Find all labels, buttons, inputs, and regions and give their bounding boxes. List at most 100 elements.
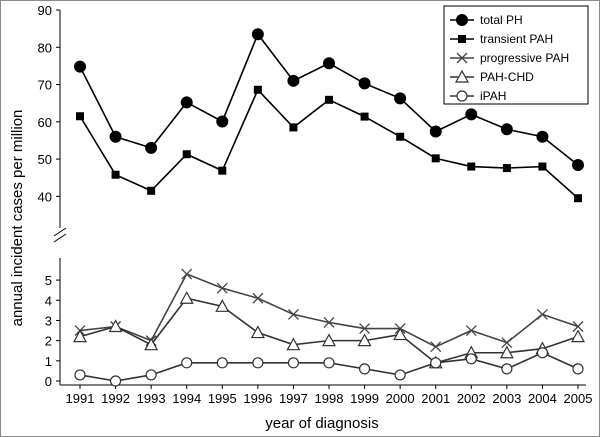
data-point-total-ph [180, 96, 193, 109]
data-point-progressive-pah [323, 317, 335, 328]
y-tick-label: 0 [45, 374, 52, 389]
x-tick-label: 1991 [66, 391, 95, 406]
data-point-pah-chd [499, 345, 514, 359]
data-point-pah-chd [72, 329, 88, 343]
x-axis-title: year of diagnosis [265, 415, 378, 432]
x-tick-label: 1992 [101, 391, 130, 406]
data-point-transient-pah [218, 166, 227, 175]
legend-marker [458, 35, 466, 43]
data-point-total-ph [74, 60, 86, 73]
data-point-progressive-pah [572, 321, 584, 332]
y-tick-label: 2 [45, 334, 52, 349]
legend-entry-transient-pah: transient PAH [450, 32, 553, 46]
marker-stroke [572, 321, 584, 332]
marker-stroke [465, 325, 477, 337]
y-tick-label: 4 [45, 293, 52, 308]
data-point-ipah [572, 363, 584, 375]
legend-marker [456, 14, 468, 26]
series-ipah [74, 347, 584, 387]
series-layer [72, 28, 586, 387]
data-point-total-ph [216, 115, 229, 128]
data-point-ipah [323, 357, 335, 369]
legend-entry-pah-chd: PAH-CHD [450, 69, 534, 84]
data-point-ipah [465, 353, 477, 365]
x-tick-label: 2003 [492, 391, 521, 406]
legend-box [443, 5, 589, 105]
x-tick-label: 1994 [172, 391, 201, 406]
legend-marker [454, 69, 470, 83]
data-point-progressive-pah [287, 308, 299, 320]
data-point-transient-pah [538, 162, 547, 171]
x-tick-label: 1993 [137, 391, 166, 406]
legend-marker [456, 52, 468, 64]
x-tick-label: 1999 [350, 391, 379, 406]
data-point-pah-chd [286, 337, 301, 351]
data-point-total-ph [358, 77, 371, 90]
data-point-ipah [145, 369, 157, 381]
legend-entry-progressive-pah: progressive PAH [450, 51, 569, 65]
marker-stroke [430, 341, 442, 353]
x-tick-label: 2001 [421, 391, 450, 406]
data-point-pah-chd [357, 333, 372, 347]
data-point-ipah [252, 357, 264, 369]
data-point-transient-pah [147, 186, 156, 195]
data-point-progressive-pah [465, 325, 477, 337]
data-point-pah-chd [570, 329, 586, 343]
data-point-ipah [501, 363, 513, 375]
data-point-transient-pah [467, 162, 476, 171]
marker-stroke [323, 317, 335, 328]
data-point-total-ph [323, 57, 335, 70]
data-point-transient-pah [396, 132, 405, 141]
series-total-ph [74, 28, 584, 172]
legend-label: total PH [480, 13, 523, 27]
marker-stroke [359, 323, 371, 334]
x-tick-label: 1996 [243, 391, 272, 406]
marker-stroke [536, 308, 548, 320]
data-point-transient-pah [502, 164, 511, 173]
axis-break-mark [53, 233, 67, 243]
x-tick-label: 2005 [564, 391, 593, 406]
legend-label: transient PAH [480, 32, 553, 46]
data-point-progressive-pah [359, 323, 371, 334]
data-point-progressive-pah [181, 268, 193, 280]
data-point-ipah [109, 375, 122, 387]
data-point-pah-chd [144, 337, 159, 351]
data-point-total-ph [429, 125, 442, 138]
data-point-ipah [74, 369, 86, 381]
data-point-progressive-pah [252, 292, 264, 304]
data-point-transient-pah [182, 150, 191, 159]
data-point-progressive-pah [216, 282, 228, 294]
y-tick-label: 90 [38, 3, 52, 18]
x-tick-label: 2000 [386, 391, 415, 406]
data-point-pah-chd [215, 299, 230, 312]
axes: 40 50 60 70 80 90 0 1 2 3 4 5 1991 1992 1993 1994 1995 19… [38, 3, 593, 406]
legend-label: iPAH [480, 89, 506, 103]
marker-stroke [456, 52, 468, 64]
x-tick-label: 1998 [315, 391, 344, 406]
y-tick-label: 50 [38, 152, 52, 167]
data-point-ipah [536, 347, 549, 359]
data-point-transient-pah [325, 95, 333, 104]
series-progressive-pah [74, 268, 584, 353]
data-point-transient-pah [253, 85, 262, 94]
data-point-total-ph [109, 130, 122, 143]
marker-stroke [287, 308, 299, 320]
data-point-progressive-pah [536, 308, 548, 320]
data-point-transient-pah [289, 123, 298, 132]
data-point-ipah [216, 357, 228, 369]
y-tick-label: 40 [38, 189, 52, 204]
marker-stroke [181, 268, 193, 280]
y-tick-label: 80 [38, 40, 52, 55]
data-point-ipah [181, 357, 193, 369]
data-point-transient-pah [574, 194, 582, 203]
marker-stroke [252, 292, 264, 304]
data-point-progressive-pah [501, 337, 513, 349]
axis-break-mark [53, 227, 67, 237]
series-transient-pah [76, 85, 582, 203]
marker-stroke [216, 282, 228, 294]
data-point-transient-pah [111, 170, 120, 179]
data-point-total-ph [251, 28, 264, 41]
y-tick-label: 70 [38, 78, 52, 93]
data-point-pah-chd [393, 327, 408, 341]
